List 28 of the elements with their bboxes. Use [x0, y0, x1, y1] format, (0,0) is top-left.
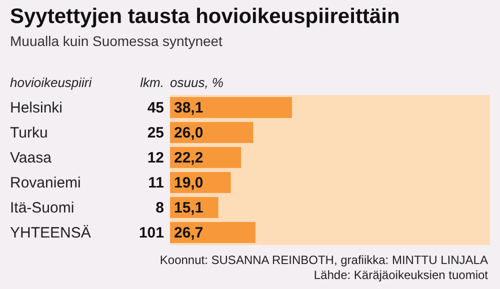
chart-title: Syytettyjen tausta hovioikeuspiireittäin [10, 5, 400, 28]
text: 8 [156, 200, 164, 216]
data-label: 19,0 [174, 174, 204, 192]
chart-subtitle: Muualla kuin Suomessa syntyneet [10, 33, 223, 49]
text: 12 [147, 150, 164, 166]
text: lkm. [140, 75, 164, 90]
text: 101 [138, 224, 164, 242]
text: hovioikeuspiiri [10, 75, 93, 90]
data-label: 15,1 [174, 200, 204, 216]
text: 25 [147, 124, 164, 142]
text: 45 [147, 100, 164, 116]
y-tick-label: Vaasa [10, 150, 52, 166]
y-tick-label: YHTEENSÄ [10, 224, 91, 242]
y-tick-label: Helsinki [10, 100, 63, 116]
data-label: 22,2 [174, 150, 204, 166]
y-tick-label: Turku [10, 124, 48, 142]
bar [170, 97, 292, 118]
x-axis-title: osuus, % [170, 75, 224, 90]
text: Koonnut: SUSANNA REINBOTH, grafiikka: MINTTU LINJALA [160, 253, 488, 267]
text: Lähde: Käräjäoikeuksien tuomiot [314, 268, 489, 282]
bar [170, 222, 256, 243]
data-label: 38,1 [174, 100, 204, 116]
y-tick-label: Rovaniemi [10, 174, 81, 192]
data-label: 26,0 [174, 124, 204, 142]
bar [170, 122, 254, 143]
y-tick-label: Itä-Suomi [10, 200, 74, 216]
data-label: 26,7 [174, 224, 204, 242]
text: 11 [148, 174, 164, 192]
